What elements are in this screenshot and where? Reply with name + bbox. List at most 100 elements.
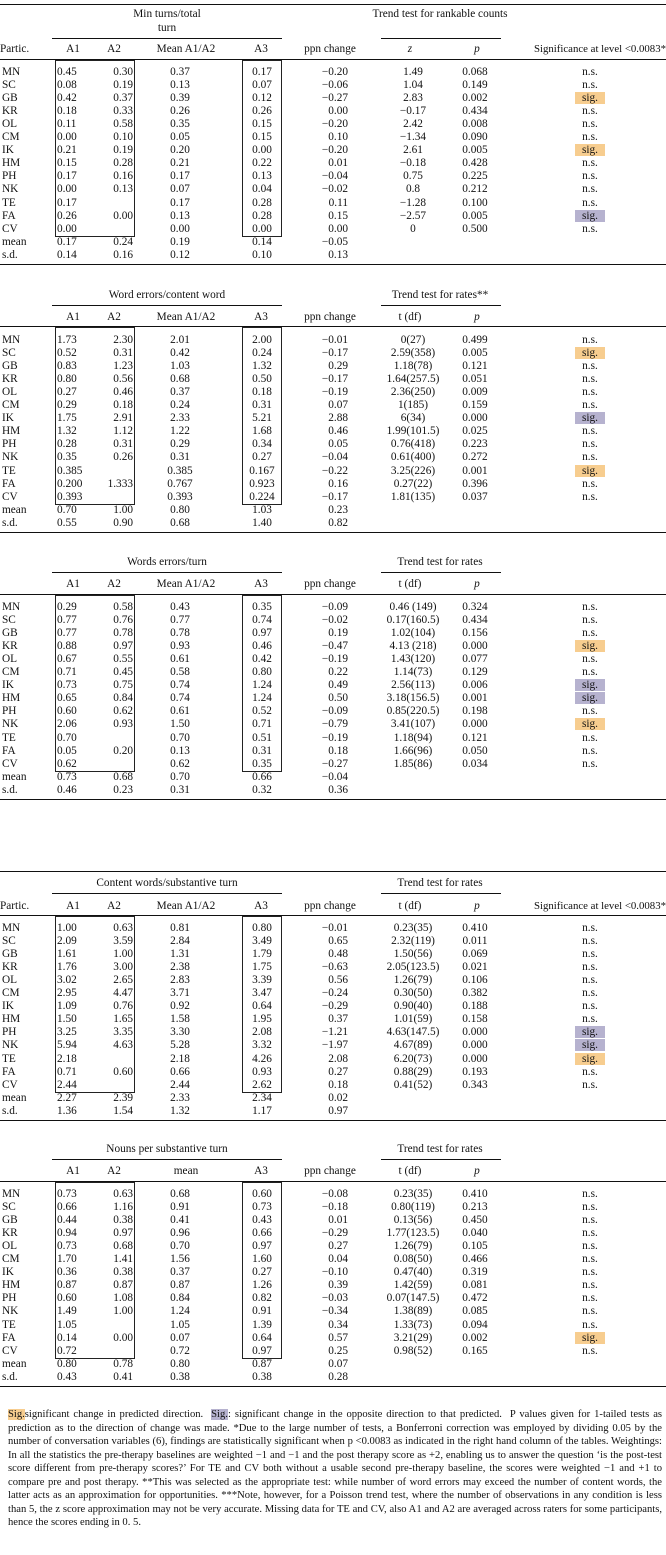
table-cell-a2: 1.16	[113, 1201, 133, 1214]
table-cell-a1: 0.80	[57, 373, 77, 386]
table-cell-p: 0.068	[462, 66, 488, 78]
table-bottom-rule	[0, 798, 666, 800]
table-cell-stat: 0.23(35)	[393, 1188, 433, 1200]
table-cell-ppn: −0.17	[321, 373, 348, 386]
table-cell-stat: 1.99(101.5)	[386, 425, 440, 438]
table-cell-partic: KR	[2, 640, 18, 653]
sig-opposite-badge: sig.	[574, 412, 605, 425]
table-cell-sig: n.s.	[582, 935, 598, 948]
table-cell-a3: 0.52	[252, 705, 272, 718]
table-cell-ppn: −0.09	[321, 705, 348, 718]
table-cell-a3: 0.17	[252, 66, 272, 78]
table-cell-p: 0.450	[462, 1214, 488, 1227]
table-cell-a1: 0.73	[57, 770, 77, 783]
table-cell-mean: 0.41	[170, 1214, 190, 1227]
table-cell-ppn: 0.15	[328, 209, 348, 222]
table-cell-partic: GB	[2, 1214, 18, 1227]
table-cell-sig: n.s.	[582, 425, 598, 438]
table-cell-a2: 2.91	[113, 412, 133, 425]
table-cell-mean: 2.38	[170, 961, 190, 974]
table-cell-stat: 1.42(59)	[393, 1279, 433, 1292]
table-cell-stat: 0.85(220.5)	[386, 705, 440, 718]
table-cell-a1: 0.29	[57, 601, 77, 613]
table-cell-partic: PH	[2, 1292, 17, 1305]
table-cell-a2: 0.00	[113, 1331, 133, 1344]
table-cell-mean: 0.61	[170, 705, 190, 718]
table-cell-a1: 0.94	[57, 1227, 77, 1240]
table-cell-a1: 2.06	[57, 718, 77, 731]
table-cell-partic: KR	[2, 105, 18, 118]
table-cell-a2: 0.20	[113, 744, 133, 757]
table-cell-a2: 0.56	[113, 373, 133, 386]
table-cell-stat: −0.17	[399, 105, 427, 118]
table-cell-p: 0.428	[462, 157, 488, 170]
table-cell-a3: 0.80	[252, 922, 272, 934]
table-cell-a3: 0.26	[252, 105, 272, 118]
table-cell-a1: 0.88	[57, 640, 77, 653]
table-cell-partic: TE	[2, 1052, 16, 1065]
table-cell-stat: 1.81(135)	[390, 490, 436, 503]
table-cell-partic: CM	[2, 666, 20, 679]
table-cell-mean: 0.00	[170, 222, 190, 235]
table-cell-partic: HM	[2, 692, 21, 705]
table-cell-mean: 0.17	[170, 170, 190, 183]
trend-test-title: Trend test for rates	[397, 556, 483, 568]
table-cell-stat: 0.88(29)	[393, 1065, 433, 1078]
table-cell-ppn: 0.01	[328, 1214, 348, 1227]
table-cell-sig: n.s.	[582, 399, 598, 412]
table-cell-partic: mean	[2, 503, 27, 516]
column-header-p: p	[474, 578, 480, 590]
table-cell-ppn: −0.02	[321, 183, 348, 196]
table-cell-p: 0.193	[462, 1065, 488, 1078]
table-cell-mean: 2.18	[170, 1052, 190, 1065]
table-cell-p: 0.000	[462, 412, 488, 425]
table-cell-p: 0.050	[462, 744, 488, 757]
table-cell-sig: n.s.	[582, 1279, 598, 1292]
table-cell-p: 0.000	[462, 1039, 488, 1052]
column-header-mean: Mean A1/A2	[156, 900, 216, 912]
table-cell-ppn: 0.01	[328, 157, 348, 170]
table-cell-a3: 0.80	[252, 666, 272, 679]
table-cell-p: 0.001	[462, 692, 488, 705]
table-cell-a2: 0.45	[113, 666, 133, 679]
sig-predicted-badge: sig.	[574, 640, 605, 653]
table-cell-sig: sig.	[560, 718, 620, 731]
table-cell-a3: 1.75	[252, 961, 272, 974]
table-cell-partic: CM	[2, 399, 20, 412]
table-cell-p: 0.051	[462, 373, 488, 386]
table-cell-a2: 2.65	[113, 974, 133, 987]
table-cell-p: 0.005	[462, 144, 488, 157]
table-cell-a1: 0.17	[57, 196, 77, 209]
table-cell-mean: 0.39	[170, 92, 190, 105]
table-bottom-rule	[0, 1385, 666, 1387]
sig-predicted-badge: sig.	[574, 1052, 605, 1065]
table-cell-mean: 2.44	[170, 1078, 190, 1091]
table-cell-mean: 0.43	[170, 601, 190, 613]
table-cell-stat: 1.18(78)	[393, 360, 433, 373]
table-cell-a1: 0.77	[57, 627, 77, 640]
table-cell-partic: OL	[2, 653, 18, 666]
table-cell-a3: 1.40	[252, 516, 272, 529]
table-cell-stat: 2.42	[403, 118, 423, 131]
table-cell-stat: 1.38(89)	[393, 1305, 433, 1318]
table-cell-mean: 0.21	[170, 157, 190, 170]
table-cell-a3: 0.923	[249, 477, 275, 490]
table-cell-p: 0.090	[462, 131, 488, 144]
table-cell-ppn: −0.19	[321, 653, 348, 666]
table-cell-a1: 0.15	[57, 157, 77, 170]
table-cell-a3: 0.24	[252, 347, 272, 360]
table-cell-ppn: −0.29	[321, 1000, 348, 1013]
table-cell-a2: 0.84	[113, 692, 133, 705]
table-cell-a2: 0.13	[113, 183, 133, 196]
table-cell-a1: 3.02	[57, 974, 77, 987]
trend-test-title: Trend test for rates	[397, 1143, 483, 1155]
table-cell-partic: SC	[2, 1201, 16, 1214]
table-cell-a2: 0.16	[113, 248, 133, 261]
table-cell-mean: 0.87	[170, 1279, 190, 1292]
table-cell-ppn: −0.27	[321, 92, 348, 105]
table-cell-a1: 0.60	[57, 705, 77, 718]
table-cell-a3: 0.07	[252, 79, 272, 92]
table-cell-a1: 1.09	[57, 1000, 77, 1013]
table-cell-sig: n.s.	[582, 922, 598, 934]
table-cell-partic: s.d.	[2, 1104, 18, 1117]
